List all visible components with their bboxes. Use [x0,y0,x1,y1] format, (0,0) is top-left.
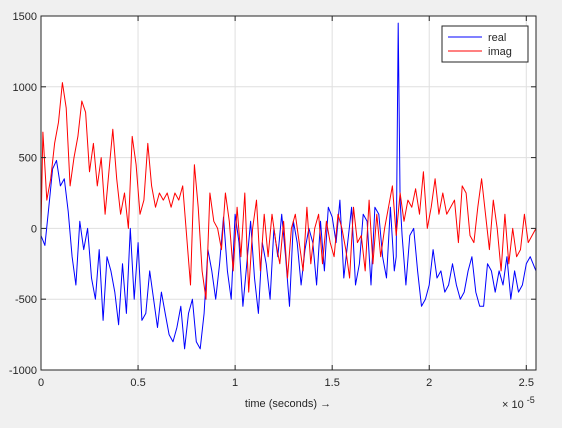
legend-box [441,25,529,63]
y-tick-label: -500 [15,294,37,306]
x-tick-label: 2.5 [519,377,534,389]
x-tick-label: 2 [426,377,432,389]
x-tick-label: 1 [232,377,238,389]
y-tick-label: -1000 [9,365,37,377]
x-exponent-base: × 10 [502,399,524,411]
legend[interactable]: real imag [441,25,529,63]
y-tick-label: 1000 [13,82,37,94]
x-exponent-value: -5 [527,395,535,405]
y-tick-label: 1500 [13,11,37,23]
series-layer [40,22,537,350]
ticks: 0 0.5 1 1.5 2 2.5 -1000 -500 0 500 1000 1500 [9,11,536,389]
y-tick-label: 500 [19,153,37,165]
x-exponent-label: × 10 -5 [502,395,535,411]
x-tick-label: 0.5 [130,377,145,389]
legend-label-real: real [488,32,506,44]
x-tick-label: 1.5 [325,377,340,389]
series-line-imag [40,82,537,300]
series-line-real [40,22,537,350]
plot-area [41,16,536,370]
y-tick-label: 0 [31,223,37,235]
axes-box [40,15,537,371]
legend-label-imag: imag [488,46,512,58]
x-axis-label: time (seconds) → [245,398,331,410]
x-tick-label: 0 [38,377,44,389]
